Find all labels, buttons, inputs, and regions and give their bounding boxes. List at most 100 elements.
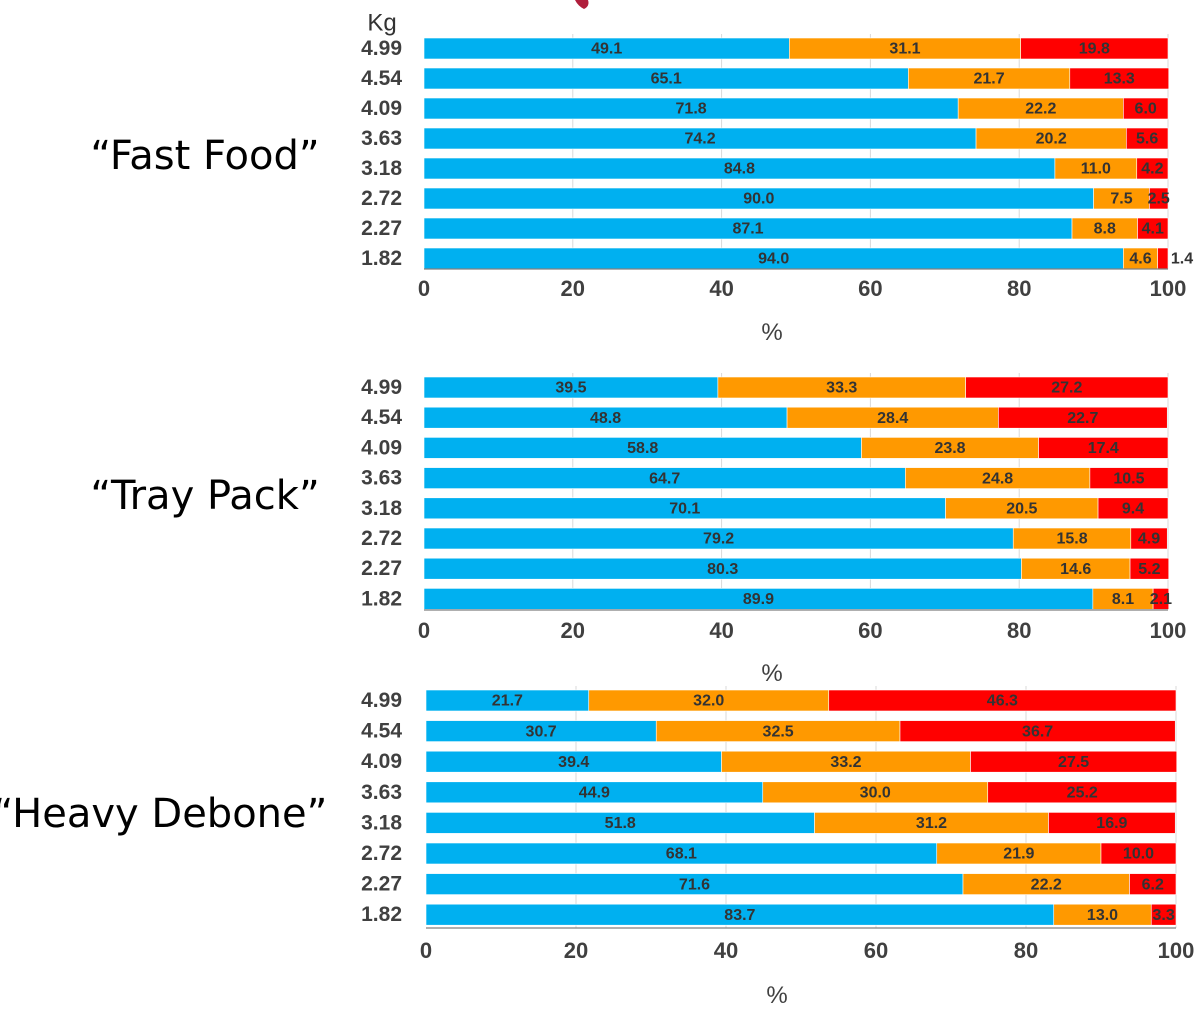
- data-label: 21.9: [1003, 846, 1034, 863]
- y-unit-label: Kg: [367, 9, 396, 36]
- category-label: 2.72: [361, 527, 402, 550]
- x-tick-label: 40: [714, 938, 738, 963]
- data-label: 71.6: [679, 876, 710, 893]
- data-label: 6.0: [1135, 101, 1157, 118]
- group-title: “Heavy Debone”: [0, 791, 327, 837]
- data-label: 11.0: [1081, 161, 1111, 178]
- category-label: 3.63: [361, 127, 402, 150]
- x-tick-label: 60: [858, 618, 882, 643]
- data-label: 51.8: [605, 815, 636, 832]
- data-label: 22.2: [1031, 876, 1062, 893]
- bar-segment-series-3: [1097, 497, 1169, 520]
- data-label: 39.5: [555, 380, 586, 397]
- data-label: 80.3: [707, 561, 738, 578]
- bar-segment-series-3: [1038, 437, 1169, 459]
- group-title: “Fast Food”: [90, 133, 319, 179]
- data-label: 49.1: [591, 41, 622, 58]
- category-label: 3.18: [361, 811, 402, 834]
- data-label: 6.2: [1142, 876, 1164, 893]
- bar-segment-series-3: [1129, 557, 1170, 580]
- x-tick-label: 60: [864, 938, 888, 963]
- bar-segment-series-3: [1136, 157, 1169, 180]
- data-label: 65.1: [651, 71, 682, 88]
- x-tick-label: 20: [564, 938, 588, 963]
- data-label: 83.7: [724, 907, 755, 924]
- data-label: 27.5: [1058, 754, 1089, 771]
- data-label: 89.9: [743, 591, 774, 608]
- bar-segment-series-3: [965, 376, 1169, 399]
- data-label: 16.9: [1096, 815, 1127, 832]
- data-label: 8.1: [1112, 591, 1134, 608]
- data-label: 22.2: [1025, 101, 1056, 118]
- data-label: 2.5: [1148, 191, 1170, 208]
- data-label: 20.2: [1036, 131, 1067, 148]
- bar-segment-series-3: [987, 781, 1178, 804]
- x-tick-label: 0: [420, 938, 432, 963]
- data-label: 48.8: [590, 410, 621, 427]
- data-label: 14.6: [1060, 561, 1091, 578]
- bar-segment-series-3: [1129, 873, 1177, 895]
- category-label: 4.09: [361, 436, 402, 459]
- data-label: 68.1: [666, 846, 697, 863]
- data-label: 32.0: [693, 693, 724, 710]
- bar-segment-series-3: [1100, 842, 1177, 865]
- data-label: 8.8: [1094, 221, 1116, 238]
- bar-segment-series-3: [828, 689, 1177, 712]
- category-label: 4.09: [361, 750, 402, 773]
- data-label: 22.7: [1067, 410, 1098, 427]
- data-label: 24.8: [982, 470, 1013, 487]
- category-label: 1.82: [361, 247, 402, 270]
- data-label: 2.1: [1150, 591, 1172, 608]
- cropped-title-fragment: [575, 0, 589, 9]
- bar-segment-series-3: [998, 406, 1168, 429]
- group-title: “Tray Pack”: [90, 473, 319, 519]
- data-label: 5.6: [1136, 131, 1158, 148]
- data-label: 58.8: [627, 440, 658, 457]
- data-label: 7.5: [1110, 191, 1132, 208]
- data-label: 74.2: [684, 131, 715, 148]
- x-tick-label: 40: [709, 618, 733, 643]
- data-label: 10.0: [1123, 846, 1154, 863]
- category-label: 3.63: [361, 781, 402, 804]
- category-label: 2.72: [361, 187, 402, 210]
- chart-panel-3: “Heavy Debone” 4.99 21.7 32.0 46.3 4.54 30.7 32…: [0, 686, 1195, 1009]
- data-label: 3.3: [1153, 907, 1175, 924]
- data-label: 44.9: [579, 785, 610, 802]
- data-label: 71.8: [676, 101, 707, 118]
- bar-segment-series-3: [1048, 812, 1176, 834]
- chart-panel-2: “Tray Pack” 4.99 39.5 33.3 27.2 4.54 48.8 28.4 2…: [90, 373, 1186, 687]
- data-label: 17.4: [1088, 440, 1119, 457]
- data-label: 4.6: [1129, 251, 1151, 268]
- data-label: 21.7: [973, 71, 1004, 88]
- data-label: 31.1: [889, 41, 920, 58]
- data-label: 33.2: [830, 754, 861, 771]
- x-axis-title: %: [761, 319, 782, 346]
- category-label: 2.27: [361, 557, 402, 580]
- x-axis-title: %: [766, 982, 787, 1007]
- data-label: 4.2: [1141, 161, 1163, 178]
- x-tick-label: 100: [1158, 938, 1195, 963]
- category-label: 4.09: [361, 97, 402, 120]
- x-tick-label: 100: [1150, 276, 1187, 301]
- bar-segment-series-3: [970, 750, 1178, 773]
- category-label: 1.82: [361, 587, 402, 610]
- data-label: 15.8: [1056, 531, 1087, 548]
- bar-segment-series-3: [899, 720, 1176, 742]
- data-label: 30.0: [860, 785, 891, 802]
- data-label: 94.0: [758, 251, 789, 268]
- category-label: 4.99: [361, 376, 402, 399]
- category-label: 4.54: [361, 406, 402, 429]
- data-label: 13.3: [1104, 71, 1135, 88]
- data-label: 5.2: [1138, 561, 1160, 578]
- data-label: 70.1: [669, 501, 700, 518]
- data-label: 20.5: [1006, 501, 1037, 518]
- data-label: 23.8: [934, 440, 965, 457]
- category-label: 4.99: [361, 689, 402, 712]
- category-label: 3.18: [361, 157, 402, 180]
- data-label: 64.7: [649, 470, 680, 487]
- x-tick-label: 20: [561, 618, 585, 643]
- x-axis-title: %: [761, 660, 782, 687]
- bar-segment-series-3: [1130, 527, 1168, 550]
